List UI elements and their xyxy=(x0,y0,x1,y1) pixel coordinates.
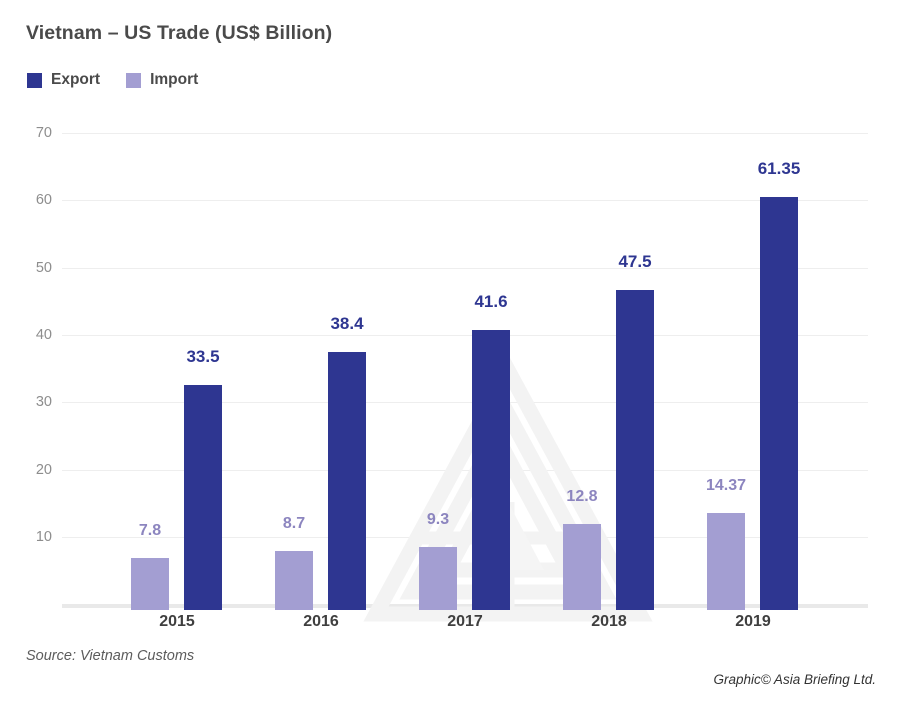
credit-note: Graphic© Asia Briefing Ltd. xyxy=(713,672,876,687)
bar-value-import-2016: 8.7 xyxy=(282,515,306,533)
x-tick-label-2018: 2018 xyxy=(591,613,627,630)
plot-area: 7.8 33.5 8.7 38.4 9.3 41.6 12.8 47.5 14.… xyxy=(62,127,868,622)
bar-value-import-2017: 9.3 xyxy=(426,511,450,529)
bars-layer: 7.8 33.5 8.7 38.4 9.3 41.6 12.8 47.5 14.… xyxy=(62,127,868,610)
y-tick-label: 50 xyxy=(35,259,52,276)
bar-import-2015[interactable] xyxy=(131,557,169,610)
bar-import-2018[interactable] xyxy=(563,523,601,610)
y-tick-label: 10 xyxy=(35,528,52,545)
y-tick-label: 30 xyxy=(35,394,52,411)
legend-label-export: Export xyxy=(51,71,101,88)
legend-label-import: Import xyxy=(150,71,199,88)
chart-legend: Export Import xyxy=(27,71,198,89)
bar-export-2015[interactable] xyxy=(184,384,222,610)
y-tick-label: 70 xyxy=(35,125,52,141)
bar-value-export-2016: 38.4 xyxy=(330,313,364,333)
y-tick-label: 40 xyxy=(35,326,52,343)
bar-import-2017[interactable] xyxy=(419,547,457,610)
legend-item-export[interactable]: Export xyxy=(27,71,100,89)
y-tick-label: 20 xyxy=(35,461,52,478)
gridline xyxy=(62,133,868,134)
bar-value-import-2015: 7.8 xyxy=(138,521,162,539)
x-tick-label-2015: 2015 xyxy=(159,613,195,630)
x-tick-label-2019: 2019 xyxy=(735,613,771,630)
bar-value-export-2015: 33.5 xyxy=(186,346,220,366)
bar-export-2017[interactable] xyxy=(472,329,510,610)
gridline xyxy=(62,334,868,336)
chart-title: Vietnam – US Trade (US$ Billion) xyxy=(26,22,333,44)
y-axis: 70 60 50 40 30 20 10 xyxy=(10,125,52,610)
gridline xyxy=(62,267,868,269)
bar-export-2018[interactable] xyxy=(616,290,654,610)
legend-swatch-export-icon xyxy=(27,72,42,88)
legend-swatch-import-icon xyxy=(126,72,142,88)
x-tick-label-2016: 2016 xyxy=(303,613,339,630)
bar-import-2016[interactable] xyxy=(275,551,313,610)
legend-item-import[interactable]: Import xyxy=(126,71,198,89)
gridline xyxy=(62,200,868,202)
bar-value-export-2017: 41.6 xyxy=(474,291,508,311)
bar-value-import-2019: 14.37 xyxy=(705,477,747,495)
bar-value-import-2018: 12.8 xyxy=(566,487,598,505)
bar-export-2016[interactable] xyxy=(328,351,366,610)
source-note: Source: Vietnam Customs xyxy=(26,648,195,664)
x-axis: 2015 2016 2017 2018 2019 xyxy=(62,613,868,641)
y-tick-label: 60 xyxy=(35,192,52,209)
bar-export-2019[interactable] xyxy=(760,196,798,610)
x-tick-label-2017: 2017 xyxy=(447,613,483,630)
bar-value-export-2019: 61.35 xyxy=(757,158,801,178)
bar-value-export-2018: 47.5 xyxy=(618,252,652,272)
bar-import-2019[interactable] xyxy=(707,513,745,610)
